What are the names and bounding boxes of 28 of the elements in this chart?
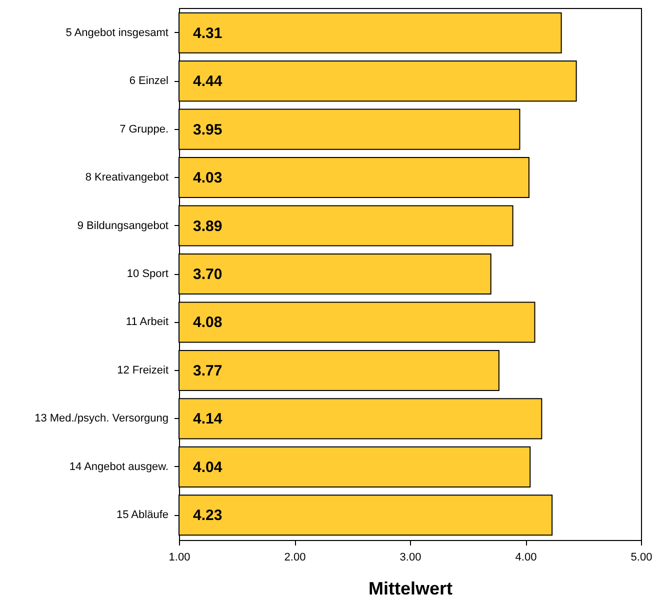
- y-tick-label: 15 Abläufe: [116, 509, 168, 522]
- y-tick-label: 5 Angebot insgesamt: [66, 26, 168, 39]
- data-label: 3.70: [193, 266, 222, 283]
- data-label: 4.03: [193, 170, 222, 187]
- y-tick-label: 9 Bildungsangebot: [77, 220, 168, 232]
- data-label: 4.31: [193, 24, 222, 42]
- data-label: 4.04: [193, 458, 223, 476]
- y-tick-label: 13 Med./psych. Versorgung: [34, 412, 168, 425]
- data-label: 3.77: [193, 362, 222, 380]
- y-tick-label: 11 Arbeit: [126, 316, 168, 328]
- y-tick-label: 10 Sport: [126, 268, 168, 280]
- data-label: 3.95: [193, 121, 222, 138]
- data-label: 4.44: [193, 73, 223, 90]
- x-tick-label: 1.00: [168, 552, 190, 564]
- x-tick-label: 2.00: [284, 552, 306, 564]
- y-tick-label: 12 Freizeit: [117, 364, 168, 376]
- data-label: 3.89: [193, 218, 222, 235]
- data-label: 4.23: [193, 507, 222, 524]
- y-tick-label: 14 Angebot ausgew.: [69, 460, 168, 473]
- x-tick-label: 3.00: [400, 552, 422, 564]
- x-axis-title: Mittelwert: [368, 578, 453, 598]
- x-tick-label: 4.00: [515, 552, 537, 564]
- y-tick-label: 8 Kreativangebot: [85, 172, 168, 184]
- y-tick-label: 6 Einzel: [129, 75, 168, 88]
- y-tick-label: 7 Gruppe.: [120, 123, 168, 136]
- data-label: 4.14: [193, 410, 223, 428]
- data-label: 4.08: [193, 314, 222, 332]
- x-tick-label: 5.00: [630, 552, 652, 564]
